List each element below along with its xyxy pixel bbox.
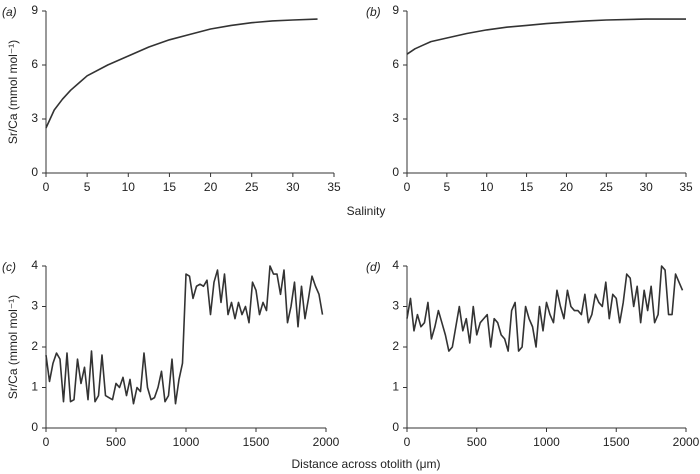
y-tick-label: 3 [31, 299, 38, 313]
data-line [45, 18, 318, 129]
y-tick-label: 6 [31, 57, 38, 71]
y-tick-label: 1 [392, 380, 399, 394]
y-tick-label: 0 [31, 165, 38, 179]
x-tick-label: 1000 [533, 435, 560, 449]
y-tick-label: 0 [31, 420, 38, 434]
y-tick-label: 9 [392, 3, 399, 17]
x-tick-label: 1000 [173, 435, 200, 449]
x-tick-label: 15 [163, 180, 177, 194]
x-tick-label: 25 [245, 180, 259, 194]
x-tick-label: 35 [679, 180, 693, 194]
x-tick-label: 0 [43, 180, 50, 194]
data-line [406, 18, 686, 55]
y-tick-label: 4 [31, 258, 38, 272]
y-tick-label: 1 [31, 380, 38, 394]
y-axis-label: Sr/Ca (mmol mol⁻¹) [6, 295, 20, 399]
panel-label: (d) [366, 260, 381, 274]
x-tick-label: 10 [480, 180, 494, 194]
y-tick-label: 6 [392, 57, 399, 71]
x-tick-label: 5 [84, 180, 91, 194]
panel-label: (c) [2, 260, 16, 274]
x-tick-label: 25 [600, 180, 614, 194]
x-tick-label: 0 [43, 435, 50, 449]
y-tick-label: 3 [31, 111, 38, 125]
y-tick-label: 9 [31, 3, 38, 17]
y-tick-label: 3 [392, 111, 399, 125]
x-tick-label: 2000 [673, 435, 700, 449]
y-axis-label: Sr/Ca (mmol mol⁻¹) [6, 40, 20, 144]
x-tick-label: 0 [404, 435, 411, 449]
y-tick-label: 4 [392, 258, 399, 272]
x-axis-label: Salinity [347, 204, 386, 218]
y-tick-label: 3 [392, 299, 399, 313]
panel-label: (a) [2, 5, 17, 19]
x-tick-label: 10 [122, 180, 136, 194]
data-line [406, 265, 684, 352]
x-tick-label: 15 [520, 180, 534, 194]
x-tick-label: 5 [444, 180, 451, 194]
x-tick-label: 0 [404, 180, 411, 194]
x-axis-label: Distance across otolith (μm) [292, 457, 441, 471]
x-tick-label: 1500 [603, 435, 630, 449]
data-line [45, 265, 324, 405]
x-tick-label: 2000 [313, 435, 340, 449]
y-tick-label: 2 [31, 339, 38, 353]
x-tick-label: 20 [560, 180, 574, 194]
x-tick-label: 500 [106, 435, 126, 449]
x-tick-label: 30 [639, 180, 653, 194]
y-tick-label: 0 [392, 165, 399, 179]
panel-label: (b) [366, 5, 381, 19]
x-tick-label: 30 [286, 180, 300, 194]
x-tick-label: 1500 [243, 435, 270, 449]
y-tick-label: 2 [392, 339, 399, 353]
x-tick-label: 20 [204, 180, 218, 194]
y-tick-label: 0 [392, 420, 399, 434]
x-tick-label: 500 [467, 435, 487, 449]
x-tick-label: 35 [327, 180, 341, 194]
